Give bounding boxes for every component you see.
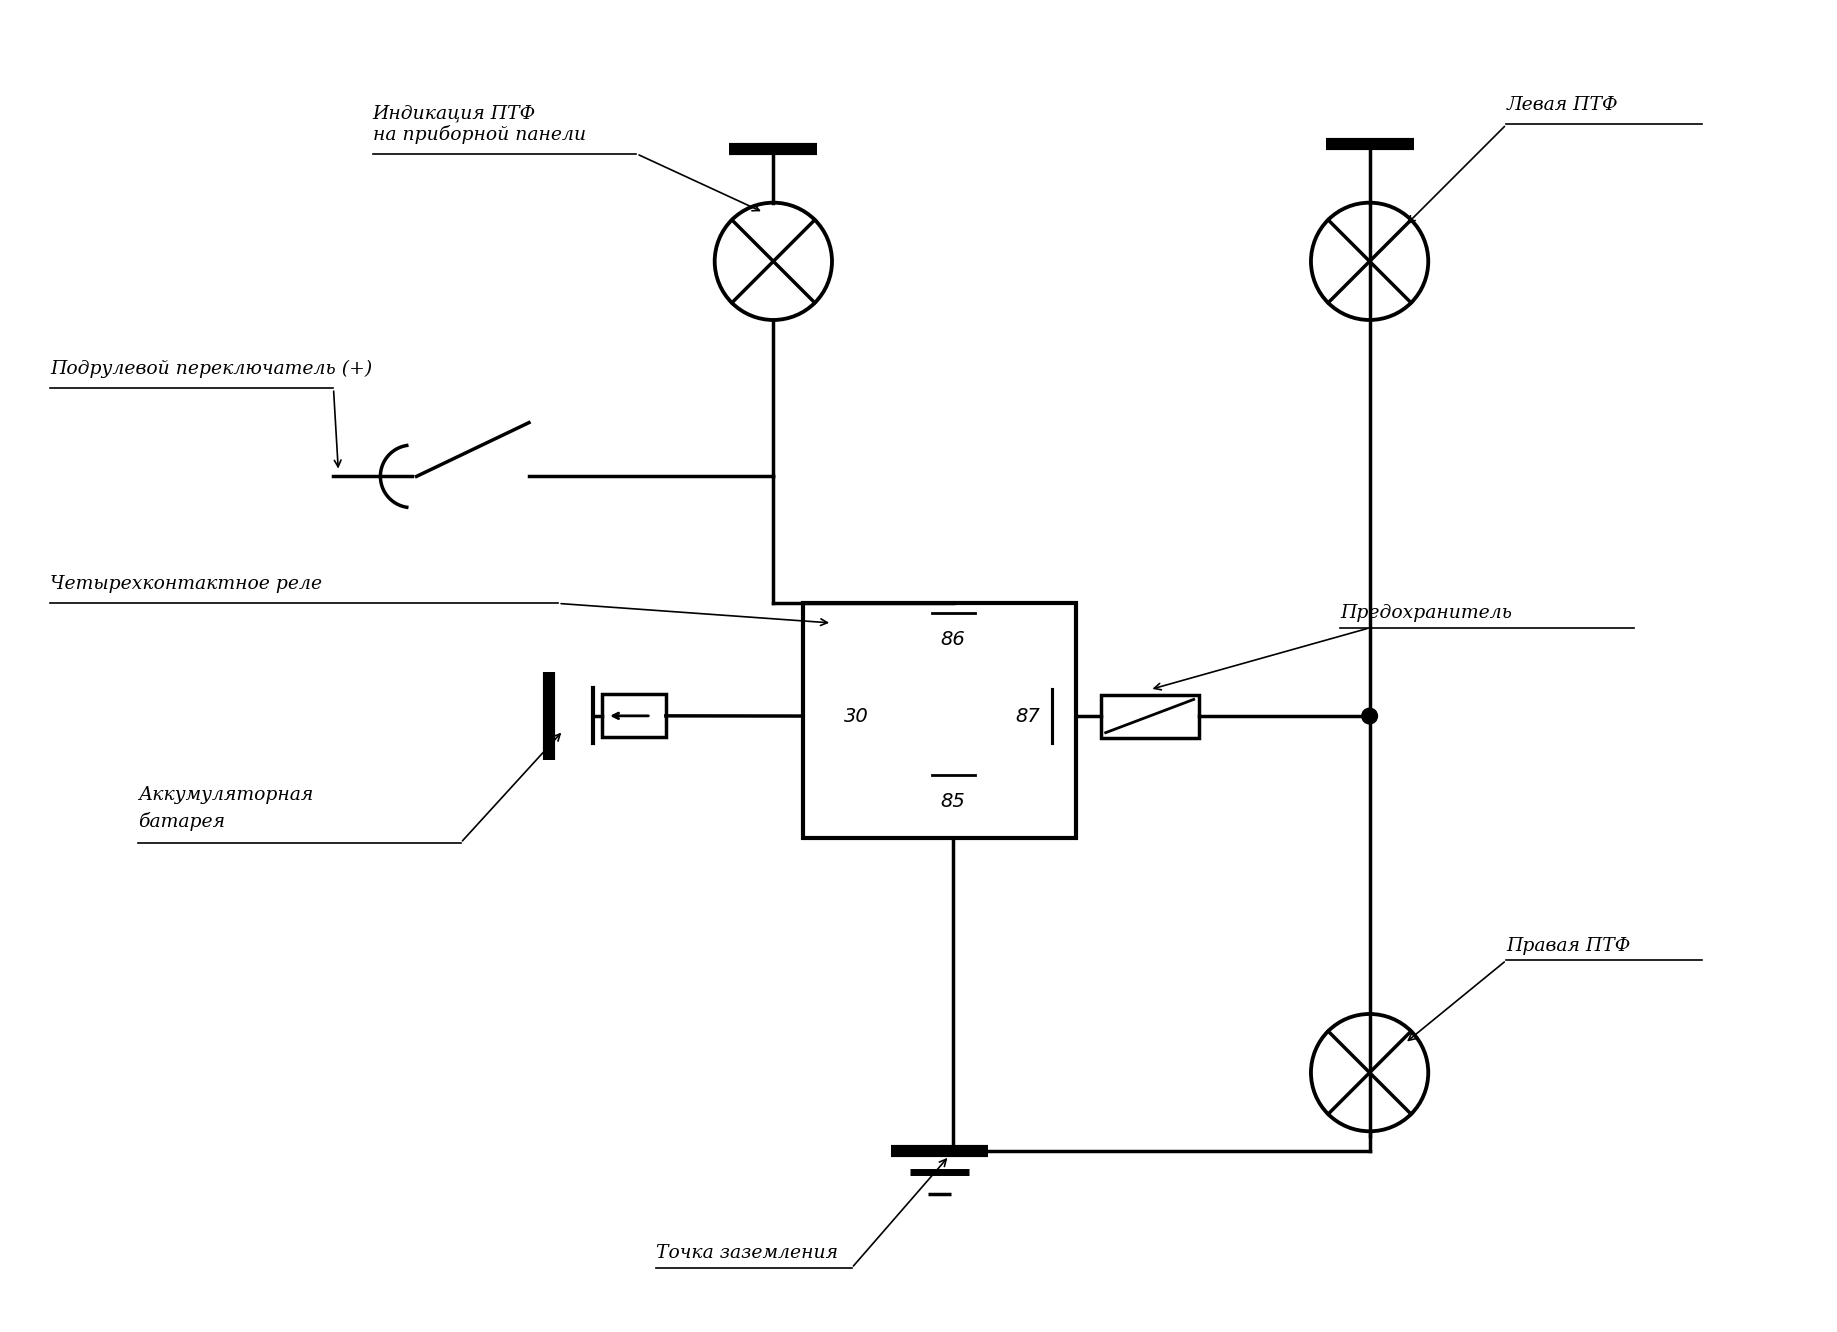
Text: Правая ПТФ: Правая ПТФ xyxy=(1506,936,1631,955)
Circle shape xyxy=(1361,709,1378,723)
Text: Подрулевой переключатель (+): Подрулевой переключатель (+) xyxy=(50,360,373,378)
Text: Предохранитель: Предохранитель xyxy=(1341,605,1512,622)
Text: Четырехконтактное реле: Четырехконтактное реле xyxy=(50,575,321,593)
Text: 87: 87 xyxy=(1016,706,1040,726)
Text: Левая ПТФ: Левая ПТФ xyxy=(1506,96,1618,115)
Text: Точка заземления: Точка заземления xyxy=(656,1244,838,1263)
Bar xyxy=(1100,694,1198,738)
Text: 85: 85 xyxy=(941,793,966,811)
Text: Индикация ПТФ
на приборной панели: Индикация ПТФ на приборной панели xyxy=(373,104,586,144)
Bar xyxy=(603,694,665,738)
Text: 86: 86 xyxy=(941,630,966,649)
Bar xyxy=(803,603,1076,838)
Text: 30: 30 xyxy=(843,706,869,726)
Text: Аккумуляторная
батарея: Аккумуляторная батарея xyxy=(138,786,314,831)
